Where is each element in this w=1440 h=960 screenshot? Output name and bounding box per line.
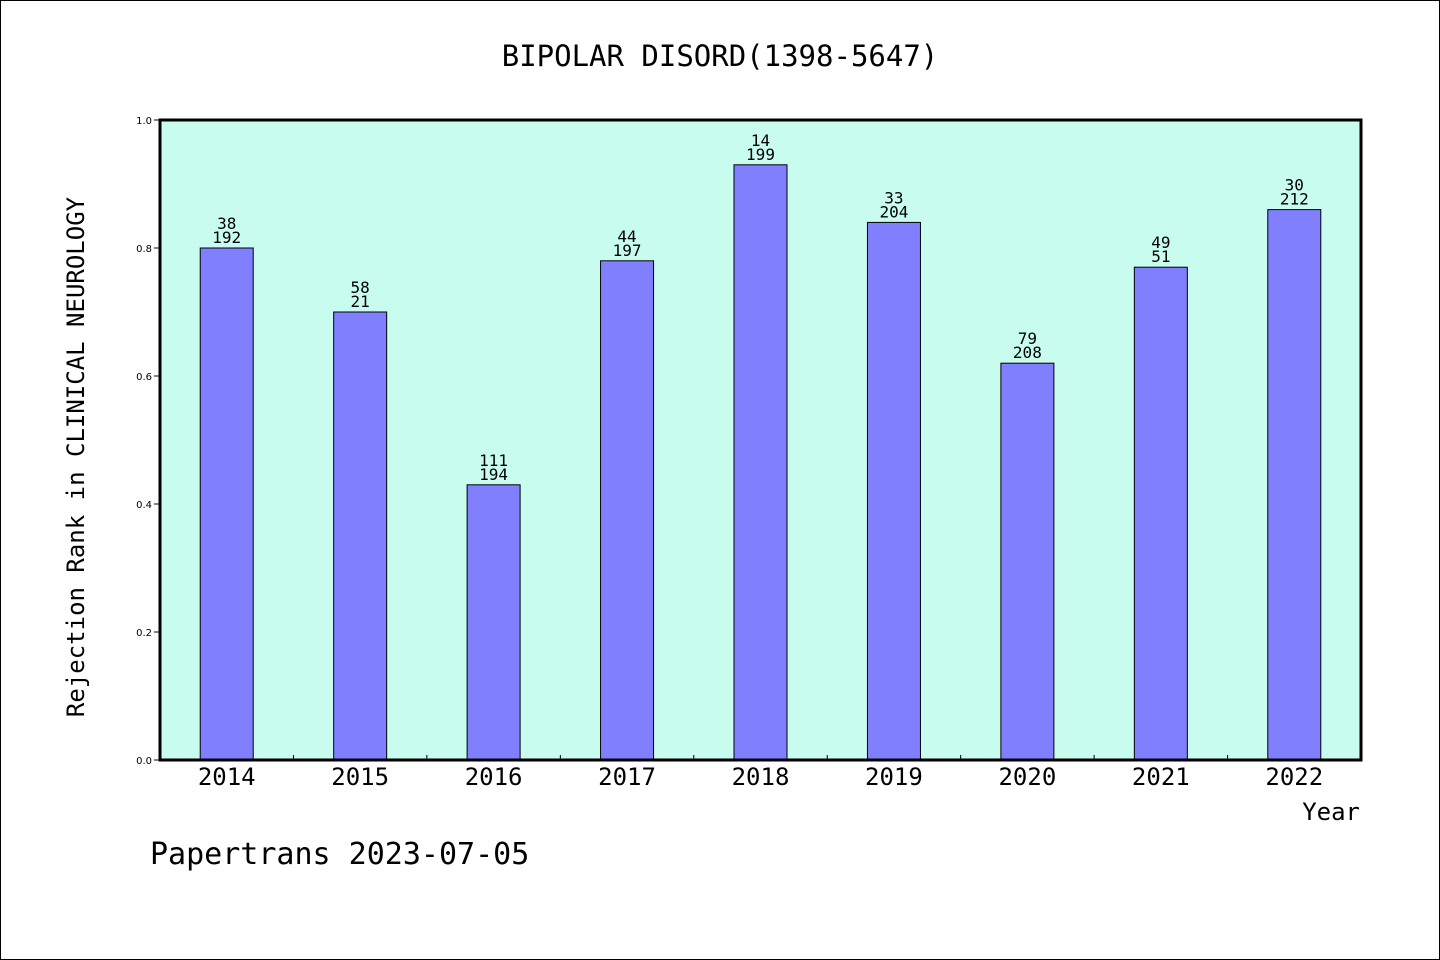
bar-label-bottom: 197 [613,241,642,260]
bar-label-bottom: 204 [879,202,908,221]
y-axis-label: Rejection Rank in CLINICAL NEUROLOGY [62,196,90,717]
bar [199,247,254,761]
x-tick-label: 2017 [598,763,656,791]
bar [466,484,521,761]
bar-label-bottom: 51 [1151,247,1170,266]
x-tick-label: 2014 [198,763,256,791]
bar-label-top: 58 [351,278,370,297]
plot-border [158,118,1363,762]
x-axis-label: Year [1302,798,1360,826]
bar [733,164,788,761]
bar-label-top: 14 [751,131,770,150]
watermark-text: Papertrans 2023-07-05 [150,837,529,872]
chart-title: BIPOLAR DISORD(1398-5647) [502,39,939,73]
x-tick-label: 2016 [465,763,523,791]
y-tick-label: 0.4 [136,500,152,511]
bar-label-top: 38 [217,214,236,233]
bar [600,260,655,761]
bar-label-top: 49 [1151,233,1170,252]
y-axis: 0.0 0.2 0.4 0.6 0.8 1.0 [136,116,160,767]
bar-label-bottom: 194 [479,465,508,484]
x-tick-label: 2020 [998,763,1056,791]
y-tick-label: 0.8 [136,244,152,255]
bar-label-bottom: 192 [212,228,241,247]
x-tick-label: 2022 [1265,763,1323,791]
bar [866,221,921,761]
bar [1133,266,1188,761]
bar-label-bottom: 212 [1280,190,1309,209]
bar-label-top: 30 [1285,176,1304,195]
y-tick-label: 0.0 [136,756,152,767]
bar-label-top: 33 [884,188,903,207]
bar-label-bottom: 21 [351,292,370,311]
x-axis: 2014 2015 2016 2017 2018 2019 2020 2021 2022 [198,755,1323,791]
bar-label-top: 79 [1018,329,1037,348]
y-tick-label: 0.6 [136,372,152,383]
bar-label-bottom: 199 [746,145,775,164]
x-tick-label: 2019 [865,763,923,791]
bar [333,311,388,761]
bar-label-top: 44 [617,227,636,246]
x-tick-label: 2015 [331,763,389,791]
bar [1267,209,1322,761]
bar-label-bottom: 208 [1013,343,1042,362]
y-tick-label: 1.0 [136,116,152,127]
bar [1000,362,1055,761]
x-tick-label: 2018 [732,763,790,791]
y-tick-label: 0.2 [136,628,152,639]
x-tick-label: 2021 [1132,763,1190,791]
bar-label-top: 111 [479,451,508,470]
